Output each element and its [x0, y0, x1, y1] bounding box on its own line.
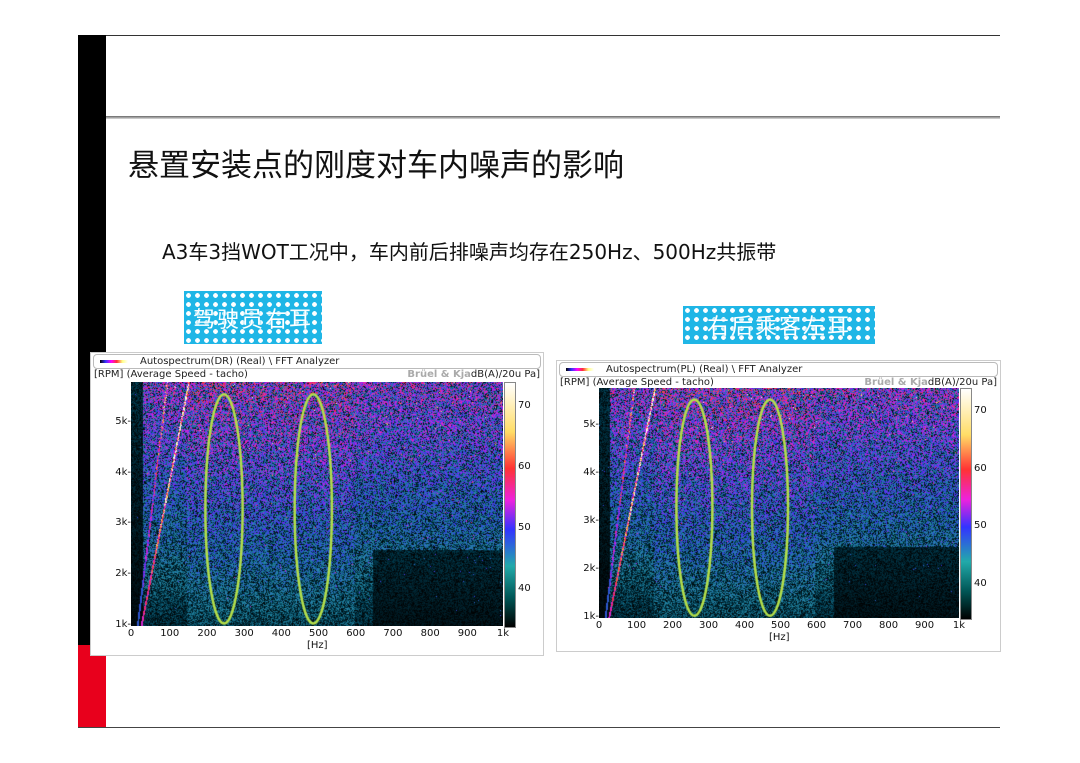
chart-header-text: Autospectrum(DR) (Real) \ FFT Analyzer — [140, 356, 340, 367]
colorbar — [504, 382, 516, 628]
y-tick-label: 2k- — [115, 568, 131, 580]
colorbar-tick-label: 60 — [518, 461, 531, 473]
y-axis-label: [RPM] (Average Speed - tacho) — [560, 377, 714, 388]
x-tick-label: 700 — [383, 628, 403, 639]
red-accent-bar — [78, 645, 106, 728]
x-axis-unit: [Hz] — [307, 640, 328, 651]
chart-header: Autospectrum(PL) (Real) \ FFT Analyzer — [559, 362, 998, 377]
y-tick-label: 3k- — [115, 517, 131, 529]
colormap-swatch-icon — [566, 368, 594, 371]
chart-header-text: Autospectrum(PL) (Real) \ FFT Analyzer — [606, 364, 803, 375]
y-tick-label: 1k- — [115, 619, 131, 630]
colorbar-tick-label: 70 — [518, 400, 531, 412]
x-tick-label: 400 — [735, 620, 755, 631]
spectrogram-rear-passenger: Autospectrum(PL) (Real) \ FFT Analyzer [… — [556, 360, 1001, 652]
unit-label: dB(A)/20u Pa] — [927, 377, 997, 388]
spectrogram-plot — [599, 388, 959, 618]
brand-text: Brüel & Kja — [407, 369, 471, 380]
top-divider — [106, 35, 1000, 36]
x-tick-label: 300 — [699, 620, 719, 631]
tag-label: 驾驶员右耳 — [192, 307, 313, 333]
colorbar-tick-label: 50 — [974, 520, 987, 531]
x-tick-label: 1k — [496, 628, 510, 639]
slide-subtitle: A3车3挡WOT工况中，车内前后排噪声均存在250Hz、500Hz共振带 — [162, 240, 777, 264]
x-tick-label: 500 — [771, 620, 791, 631]
x-tick-label: 200 — [197, 628, 217, 639]
x-tick-label: 300 — [234, 628, 254, 639]
y-tick-label: 5k- — [583, 419, 599, 431]
x-axis-unit: [Hz] — [769, 632, 790, 643]
x-tick-label: 0 — [595, 620, 603, 631]
y-axis-label: [RPM] (Average Speed - tacho) — [94, 369, 248, 380]
spectrogram-plot — [131, 382, 503, 626]
colorbar-tick-label: 50 — [518, 522, 531, 534]
colorbar — [960, 388, 972, 620]
header-divider — [106, 116, 1000, 119]
x-tick-label: 400 — [271, 628, 291, 639]
x-tick-label: 700 — [843, 620, 863, 631]
y-tick-label: 5k- — [115, 415, 131, 427]
x-tick-label: 100 — [627, 620, 647, 631]
colorbar-tick-label: 60 — [974, 462, 987, 474]
x-tick-label: 900 — [915, 620, 935, 631]
colorbar-tick-label: 70 — [974, 405, 987, 416]
tag-rear-passenger-left-ear: 右后乘客左耳 — [683, 306, 875, 344]
x-tick-label: 600 — [807, 620, 827, 631]
spectrogram-driver: Autospectrum(DR) (Real) \ FFT Analyzer [… — [90, 352, 544, 656]
slide-title: 悬置安装点的刚度对车内噪声的影响 — [128, 148, 624, 184]
tag-driver-right-ear: 驾驶员右耳 — [184, 291, 322, 344]
y-tick-label: 1k- — [583, 611, 599, 622]
brand-text: Brüel & Kja — [864, 377, 928, 388]
unit-label: dB(A)/20u Pa] — [470, 369, 540, 380]
x-tick-label: 0 — [127, 628, 135, 639]
bottom-divider — [78, 727, 1000, 728]
tag-label: 右后乘客左耳 — [706, 315, 851, 340]
x-tick-label: 800 — [879, 620, 899, 631]
y-tick-label: 2k- — [583, 563, 599, 575]
colorbar-tick-label: 40 — [974, 577, 987, 589]
chart-header: Autospectrum(DR) (Real) \ FFT Analyzer — [93, 354, 541, 369]
x-tick-label: 600 — [346, 628, 366, 639]
y-tick-label: 3k- — [583, 515, 599, 527]
x-tick-label: 1k — [952, 620, 966, 631]
x-tick-label: 900 — [457, 628, 477, 639]
x-tick-label: 500 — [309, 628, 329, 639]
y-tick-label: 4k- — [115, 466, 131, 478]
colorbar-tick-label: 40 — [518, 583, 531, 595]
x-tick-label: 200 — [663, 620, 683, 631]
y-tick-label: 4k- — [583, 467, 599, 479]
x-tick-label: 100 — [160, 628, 180, 639]
colormap-swatch-icon — [100, 360, 128, 363]
x-tick-label: 800 — [420, 628, 440, 639]
